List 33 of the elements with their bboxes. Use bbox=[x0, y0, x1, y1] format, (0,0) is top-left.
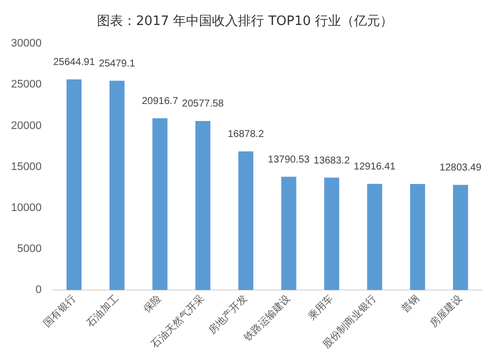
chart-title: 图表：2017 年中国收入排行 TOP10 行业（亿元） bbox=[96, 14, 394, 30]
y-tick-label: 30000 bbox=[10, 38, 42, 50]
bar bbox=[238, 151, 254, 290]
y-tick-label: 5000 bbox=[17, 242, 42, 255]
x-tick-label: 石油加工 bbox=[84, 292, 121, 330]
bar bbox=[66, 79, 82, 290]
bar bbox=[281, 176, 296, 290]
data-label: 13790.53 bbox=[268, 154, 310, 166]
data-label: 12803.49 bbox=[440, 162, 482, 174]
y-tick-label: 20000 bbox=[10, 120, 42, 132]
x-tick-label: 保险 bbox=[141, 292, 164, 316]
x-tick-label: 国有银行 bbox=[41, 292, 78, 330]
x-tick-label: 房屋建设 bbox=[428, 292, 464, 330]
bar bbox=[152, 118, 168, 290]
data-label: 12916.41 bbox=[354, 162, 396, 173]
y-tick-label: 25000 bbox=[10, 78, 42, 91]
bar bbox=[453, 184, 468, 290]
data-label: 25479.1 bbox=[98, 58, 136, 70]
data-label: 20577.58 bbox=[182, 98, 224, 110]
data-label: 16878.2 bbox=[228, 129, 264, 140]
x-tick-label: 乘用车 bbox=[306, 292, 336, 322]
data-label: 20916.7 bbox=[142, 96, 178, 107]
bar bbox=[367, 184, 382, 290]
y-tick-label: 10000 bbox=[10, 202, 42, 214]
y-tick-label: 15000 bbox=[10, 160, 42, 173]
bar bbox=[195, 120, 210, 290]
bar bbox=[410, 184, 426, 290]
bar bbox=[324, 178, 340, 290]
data-label: 13683.2 bbox=[314, 155, 350, 166]
bar bbox=[109, 80, 125, 290]
data-label: 25644.91 bbox=[53, 57, 96, 68]
x-tick-label: 普钢 bbox=[398, 292, 422, 316]
y-tick-label: 0 bbox=[35, 284, 42, 296]
